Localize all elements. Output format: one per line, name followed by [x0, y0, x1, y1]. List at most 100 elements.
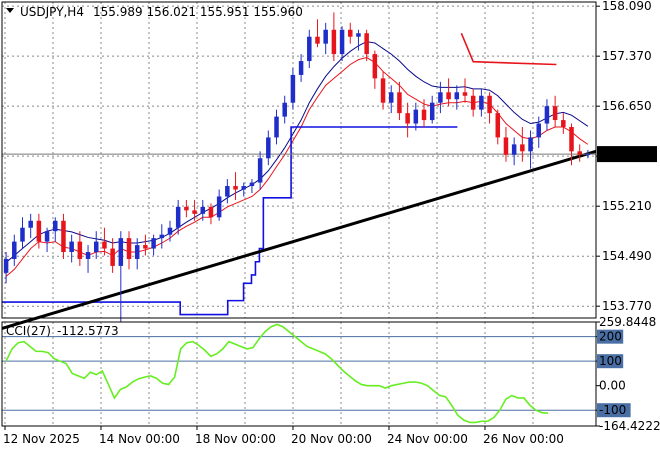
candle-body	[315, 36, 320, 44]
cci-tick-label: 100	[599, 354, 622, 368]
candle-body	[413, 109, 419, 124]
candle-body	[233, 186, 238, 190]
candle-body	[552, 106, 558, 121]
candle-body	[438, 92, 443, 103]
candle-body	[307, 36, 312, 62]
candle-body	[3, 258, 9, 273]
candle-body	[151, 238, 156, 249]
cci-tick-label: -164.4222	[599, 419, 660, 433]
candle-body	[249, 182, 255, 187]
candle-body	[429, 102, 435, 121]
cci-header: CCI(27) -112.5773	[6, 324, 119, 338]
cci-tick-label: -100	[599, 403, 626, 417]
candle-body	[544, 106, 550, 124]
candle-body	[175, 206, 181, 228]
time-tick-label: 18 Nov 00:00	[195, 432, 276, 446]
candle-body	[28, 220, 33, 228]
price-tick-label: 154.490	[602, 249, 652, 263]
price-tick-label: 156.650	[602, 99, 652, 113]
candle-body	[77, 241, 83, 259]
channel-line	[2, 126, 458, 316]
candle-body	[372, 54, 378, 79]
candle-body	[93, 241, 99, 253]
candle-body	[274, 116, 279, 138]
candle-body	[397, 92, 402, 114]
candle-body	[585, 154, 591, 156]
candle-body	[536, 123, 541, 138]
candle-body	[511, 144, 517, 155]
candle-body	[528, 137, 533, 152]
trendline	[1, 149, 597, 330]
candle-body	[561, 120, 566, 128]
candle-body	[421, 109, 427, 121]
last-price-tag	[597, 146, 657, 163]
indicator-lines	[1, 32, 597, 330]
fast-ma-line	[5, 57, 589, 277]
price-tick-label: 153.770	[602, 299, 652, 313]
candle-body	[225, 186, 230, 197]
chart-frame	[1, 1, 597, 427]
cci-line	[5, 323, 549, 424]
header-info: USDJPY,H4 155.989 156.021 155.951 155.96…	[6, 5, 303, 19]
candle-body	[282, 102, 287, 117]
candle-body	[102, 241, 107, 249]
candle-body	[61, 220, 66, 253]
candle-body	[339, 29, 345, 55]
candle-body	[405, 113, 410, 124]
candle-body	[380, 78, 386, 103]
candle-body	[216, 196, 222, 218]
candle-body	[503, 137, 509, 155]
candle-body	[266, 137, 271, 159]
candle-body	[134, 245, 140, 259]
last-price-label: 155.960	[601, 147, 651, 161]
candle-body	[331, 29, 337, 55]
candle-body	[495, 113, 501, 138]
cci-panel	[2, 323, 596, 424]
price-tick-label: 158.090	[602, 0, 652, 13]
candle-body	[110, 248, 115, 266]
candle-body	[470, 95, 476, 110]
cci-level-tag	[597, 329, 624, 344]
cci-value: -112.5773	[57, 324, 119, 338]
candle-body	[44, 231, 50, 242]
candle-body	[577, 151, 582, 155]
cci-label: CCI(27)	[6, 324, 51, 338]
symbol-timeframe: USDJPY,H4	[20, 5, 84, 19]
candle-body	[454, 92, 460, 100]
time-tick-label: 20 Nov 00:00	[291, 432, 372, 446]
candle-body	[184, 206, 189, 211]
cci-tick-label: 0.00	[599, 379, 626, 393]
time-tick-label: 12 Nov 2025	[3, 432, 80, 446]
slow-ma-line	[5, 41, 589, 263]
candle-body	[143, 245, 148, 249]
cci-level-tag	[597, 354, 624, 369]
resistance-line	[460, 32, 557, 66]
price-tick-label: 155.210	[602, 199, 652, 213]
collapse-triangle-icon[interactable]	[6, 8, 14, 13]
candle-body	[69, 241, 74, 253]
ohlc-values: 155.989 156.021 155.951 155.960	[93, 5, 303, 19]
candle-body	[12, 241, 17, 259]
candle-body	[126, 238, 132, 259]
time-tick-label: 26 Nov 00:00	[483, 432, 564, 446]
candle-body	[53, 220, 58, 232]
candle-body	[323, 29, 328, 44]
price-panel-frame	[1, 1, 597, 319]
candle-body	[479, 95, 484, 110]
candle-body	[388, 92, 394, 103]
candle-body	[192, 210, 197, 214]
candle-body	[159, 234, 165, 239]
candle-body	[569, 127, 574, 152]
candle-body	[290, 74, 296, 103]
time-tick-label: 14 Nov 00:00	[99, 432, 180, 446]
candle-body	[446, 92, 451, 100]
cci-panel-frame	[1, 321, 597, 427]
price-tick-label: 157.370	[602, 49, 652, 63]
candle-body	[36, 220, 42, 242]
price-candles	[3, 12, 591, 322]
candle-body	[85, 252, 91, 259]
candle-body	[364, 33, 369, 55]
candle-body	[348, 29, 353, 37]
candle-body	[20, 227, 25, 242]
